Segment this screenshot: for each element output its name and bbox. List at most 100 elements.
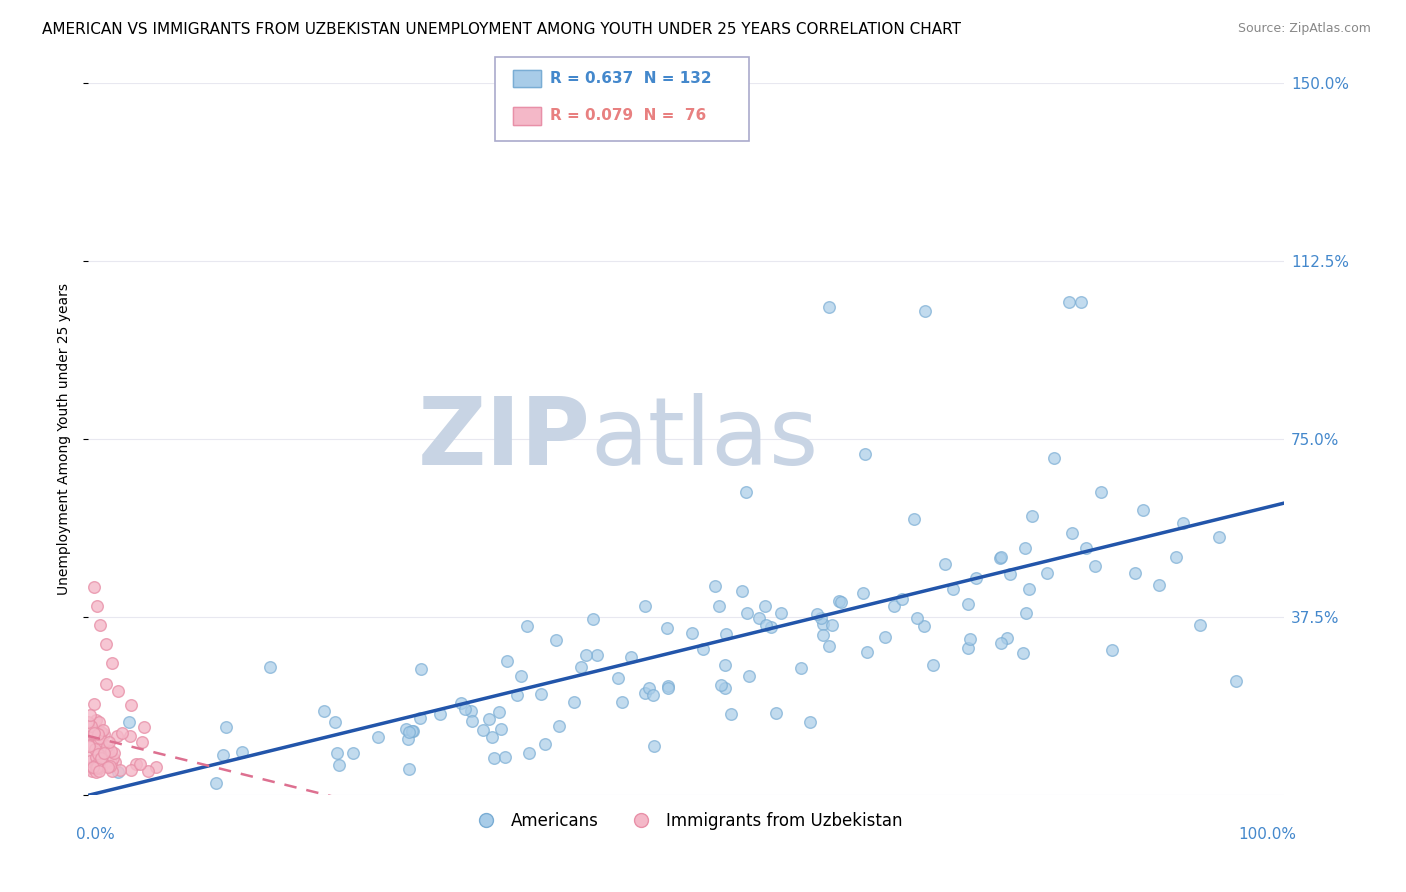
Point [87, 715, 110, 730]
Point [86, 713, 108, 727]
Point [90, 752, 112, 766]
Point [396, 731, 419, 746]
Point [103, 746, 125, 760]
Point [215, 720, 238, 734]
Point [714, 627, 737, 641]
Point [564, 695, 586, 709]
Point [998, 566, 1021, 581]
Point [94, 677, 117, 691]
Point [326, 747, 349, 761]
Text: R = 0.079  N =  76: R = 0.079 N = 76 [550, 109, 706, 123]
Legend: Americans, Immigrants from Uzbekistan: Americans, Immigrants from Uzbekistan [463, 805, 908, 837]
Point [657, 621, 679, 635]
Point [96, 739, 118, 753]
Point [89, 750, 111, 764]
Point [643, 739, 665, 754]
Point [890, 592, 912, 607]
Point [755, 618, 778, 632]
Point [77, 738, 100, 752]
Point [710, 678, 733, 692]
Point [720, 706, 742, 721]
Point [856, 645, 879, 659]
Point [402, 724, 425, 739]
Point [83, 697, 105, 711]
Point [120, 763, 142, 777]
Point [1015, 606, 1038, 620]
Point [738, 669, 761, 683]
Point [714, 681, 737, 695]
Point [89, 733, 111, 747]
Point [731, 584, 754, 599]
Point [1057, 294, 1080, 309]
Point [1036, 566, 1059, 581]
Point [86, 747, 108, 761]
Point [90, 751, 112, 765]
Point [965, 571, 987, 585]
Point [107, 684, 129, 698]
Point [100, 744, 122, 758]
Point [873, 630, 896, 644]
Point [132, 720, 155, 734]
Point [87, 758, 110, 772]
Point [817, 639, 839, 653]
Point [83, 742, 105, 756]
Point [259, 660, 281, 674]
Point [959, 632, 981, 647]
Point [104, 755, 127, 769]
Point [657, 679, 679, 693]
Point [1147, 578, 1170, 592]
Point [921, 657, 943, 672]
Point [990, 636, 1012, 650]
Point [620, 650, 643, 665]
Point [478, 712, 501, 726]
Point [98, 734, 121, 748]
Point [89, 617, 111, 632]
Point [806, 607, 828, 621]
Point [956, 598, 979, 612]
Point [790, 661, 813, 675]
Point [810, 611, 832, 625]
Point [517, 746, 540, 760]
Point [98, 759, 121, 773]
Point [1018, 582, 1040, 596]
Point [489, 722, 512, 736]
Point [534, 737, 557, 751]
Point [131, 735, 153, 749]
Point [454, 702, 477, 716]
Point [1208, 530, 1230, 544]
Point [853, 447, 876, 461]
Point [82, 764, 104, 778]
Point [569, 659, 592, 673]
Point [990, 550, 1012, 565]
Point [97, 743, 120, 757]
Point [586, 648, 609, 662]
Point [769, 606, 792, 620]
Point [575, 648, 598, 663]
Point [956, 640, 979, 655]
Point [395, 722, 418, 736]
Point [342, 746, 364, 760]
Point [547, 719, 569, 733]
Point [91, 723, 114, 737]
Point [97, 750, 120, 764]
Point [1225, 674, 1247, 689]
Point [811, 616, 834, 631]
Point [657, 681, 679, 696]
Text: Source: ZipAtlas.com: Source: ZipAtlas.com [1237, 22, 1371, 36]
Point [1090, 485, 1112, 500]
Point [612, 695, 634, 709]
Point [77, 761, 100, 775]
Point [90, 725, 112, 739]
Point [79, 754, 101, 768]
Point [82, 761, 104, 775]
Point [516, 619, 538, 633]
Point [111, 725, 134, 739]
Point [83, 725, 105, 739]
Point [1011, 646, 1033, 660]
Point [87, 727, 110, 741]
Point [830, 595, 852, 609]
Point [89, 752, 111, 766]
Point [367, 730, 389, 744]
Point [429, 706, 451, 721]
Point [734, 484, 756, 499]
